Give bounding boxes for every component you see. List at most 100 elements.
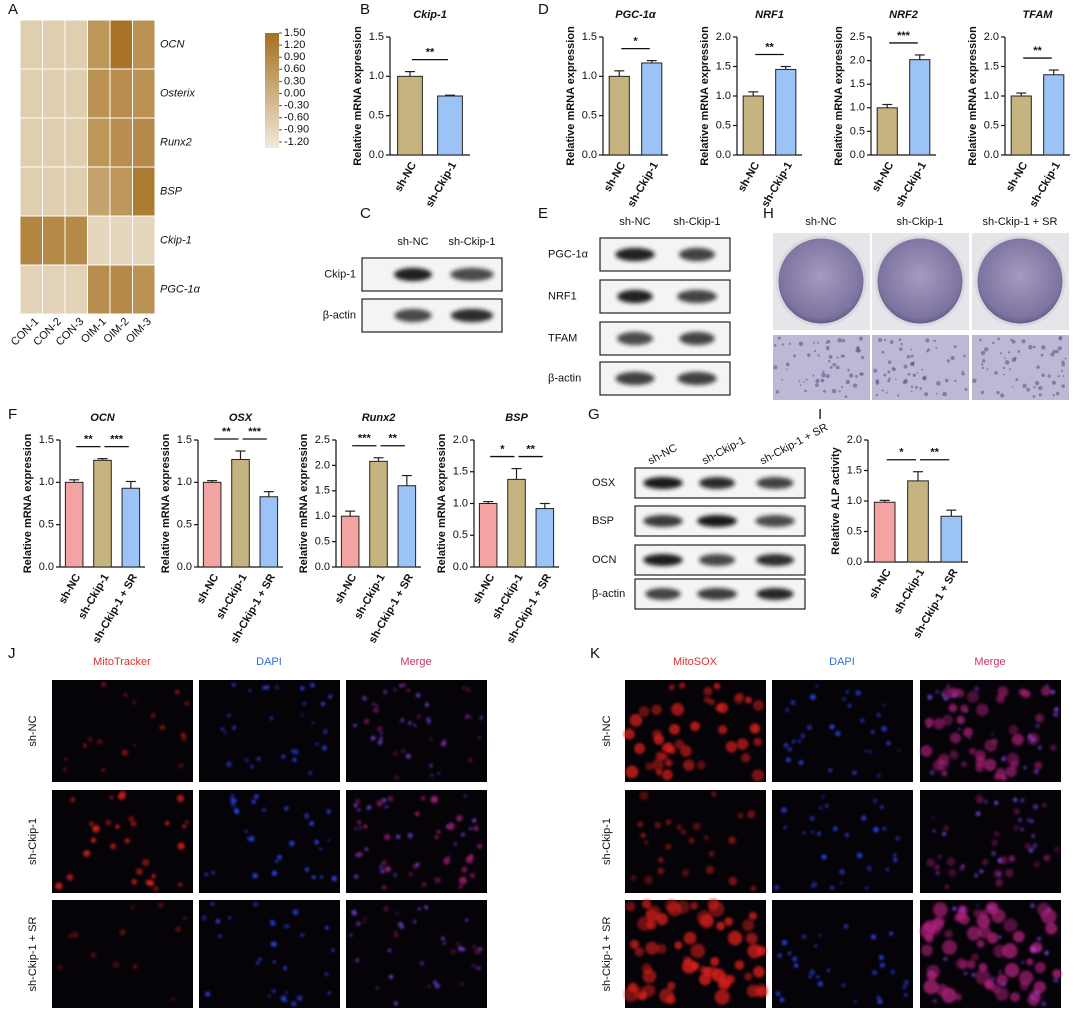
cell [416,714,422,720]
cell [1018,818,1022,822]
stain-dot [1033,386,1036,389]
stain-dot [881,389,884,392]
cell [1008,724,1019,735]
cell [810,884,814,888]
stain-dot [1058,335,1063,340]
cell [943,696,949,701]
bar [93,459,112,568]
cell [665,759,673,767]
cell [727,975,736,984]
cell [678,682,686,689]
cell [320,701,325,706]
stain-dot [980,350,986,356]
stain-dot [981,363,984,366]
stain-dot [1064,357,1067,360]
stain-dot [852,383,858,388]
blot-column-label: sh-Ckip-1 + SR [758,421,830,467]
stain-dot [994,371,998,375]
cell [829,724,835,730]
y-tick-label: 1.0 [453,497,468,509]
heatmap-cell [109,264,133,315]
imaging-row-label: sh-Ckip-1 + SR [601,917,613,992]
cell [927,725,931,729]
stain-dot [992,341,995,345]
heatmap-cell [42,19,66,70]
blot-row-label: Ckip-1 [324,268,356,280]
imaging-column-label: MitoSOX [673,656,718,668]
cell [1033,980,1046,994]
stain-dot [1062,375,1065,378]
cell [182,823,187,829]
cell [97,739,103,745]
cell [393,688,397,692]
stain-dot [1028,344,1033,350]
cell [437,772,440,775]
heatmap-cell [109,166,133,217]
cell [935,983,949,997]
bar [940,515,963,563]
cell [817,981,824,987]
cell [656,943,667,954]
cell [1030,947,1036,953]
heatmap-cell [87,68,111,119]
cell [879,805,884,810]
cell [683,931,697,945]
cell [477,843,483,849]
cell [942,831,947,836]
cell [782,939,788,945]
cell [651,704,662,716]
cell [979,869,984,874]
y-tick-label: 0.5 [453,529,468,541]
cell [433,980,437,985]
cell [790,700,796,705]
cell [367,805,372,809]
cell [257,757,261,761]
cell [223,731,227,734]
cell [218,934,223,939]
panel-label: I [818,406,822,423]
heatmap-cell [19,166,43,217]
cell [1020,827,1024,831]
cell [966,959,976,969]
cell [325,925,329,930]
stain-dot [841,339,846,343]
cell [873,826,879,833]
blot-band [643,477,683,489]
cell [688,837,695,844]
significance-label: * [633,36,638,48]
cell [464,794,467,798]
cell [453,842,458,846]
cell [227,713,231,718]
cell [70,797,76,803]
cell [100,767,106,773]
cell [478,946,483,952]
cell [961,761,968,768]
cell [1026,958,1034,966]
cell [966,926,982,941]
cell [355,958,360,963]
cell [1037,745,1042,750]
stain-dot [895,378,897,381]
y-tick-label: 2.0 [850,55,865,67]
stain-dot [903,378,908,384]
cell [83,849,91,857]
stain-dot [826,339,831,344]
cell [674,941,683,950]
stain-dot [777,336,781,340]
cell [897,749,901,752]
cell [231,682,236,687]
blot-band [697,515,737,527]
cell [1010,856,1014,860]
blot-band [697,588,737,600]
y-axis-label: Relative mRNA expression [160,433,172,573]
cell [696,760,706,770]
cell [750,885,757,892]
y-tick-label: 1.0 [850,102,865,114]
cell [893,857,898,863]
cell [405,753,411,759]
bar [1010,95,1032,156]
y-tick-label: 0.0 [177,561,192,573]
cell [955,958,967,969]
cell [1028,847,1034,853]
